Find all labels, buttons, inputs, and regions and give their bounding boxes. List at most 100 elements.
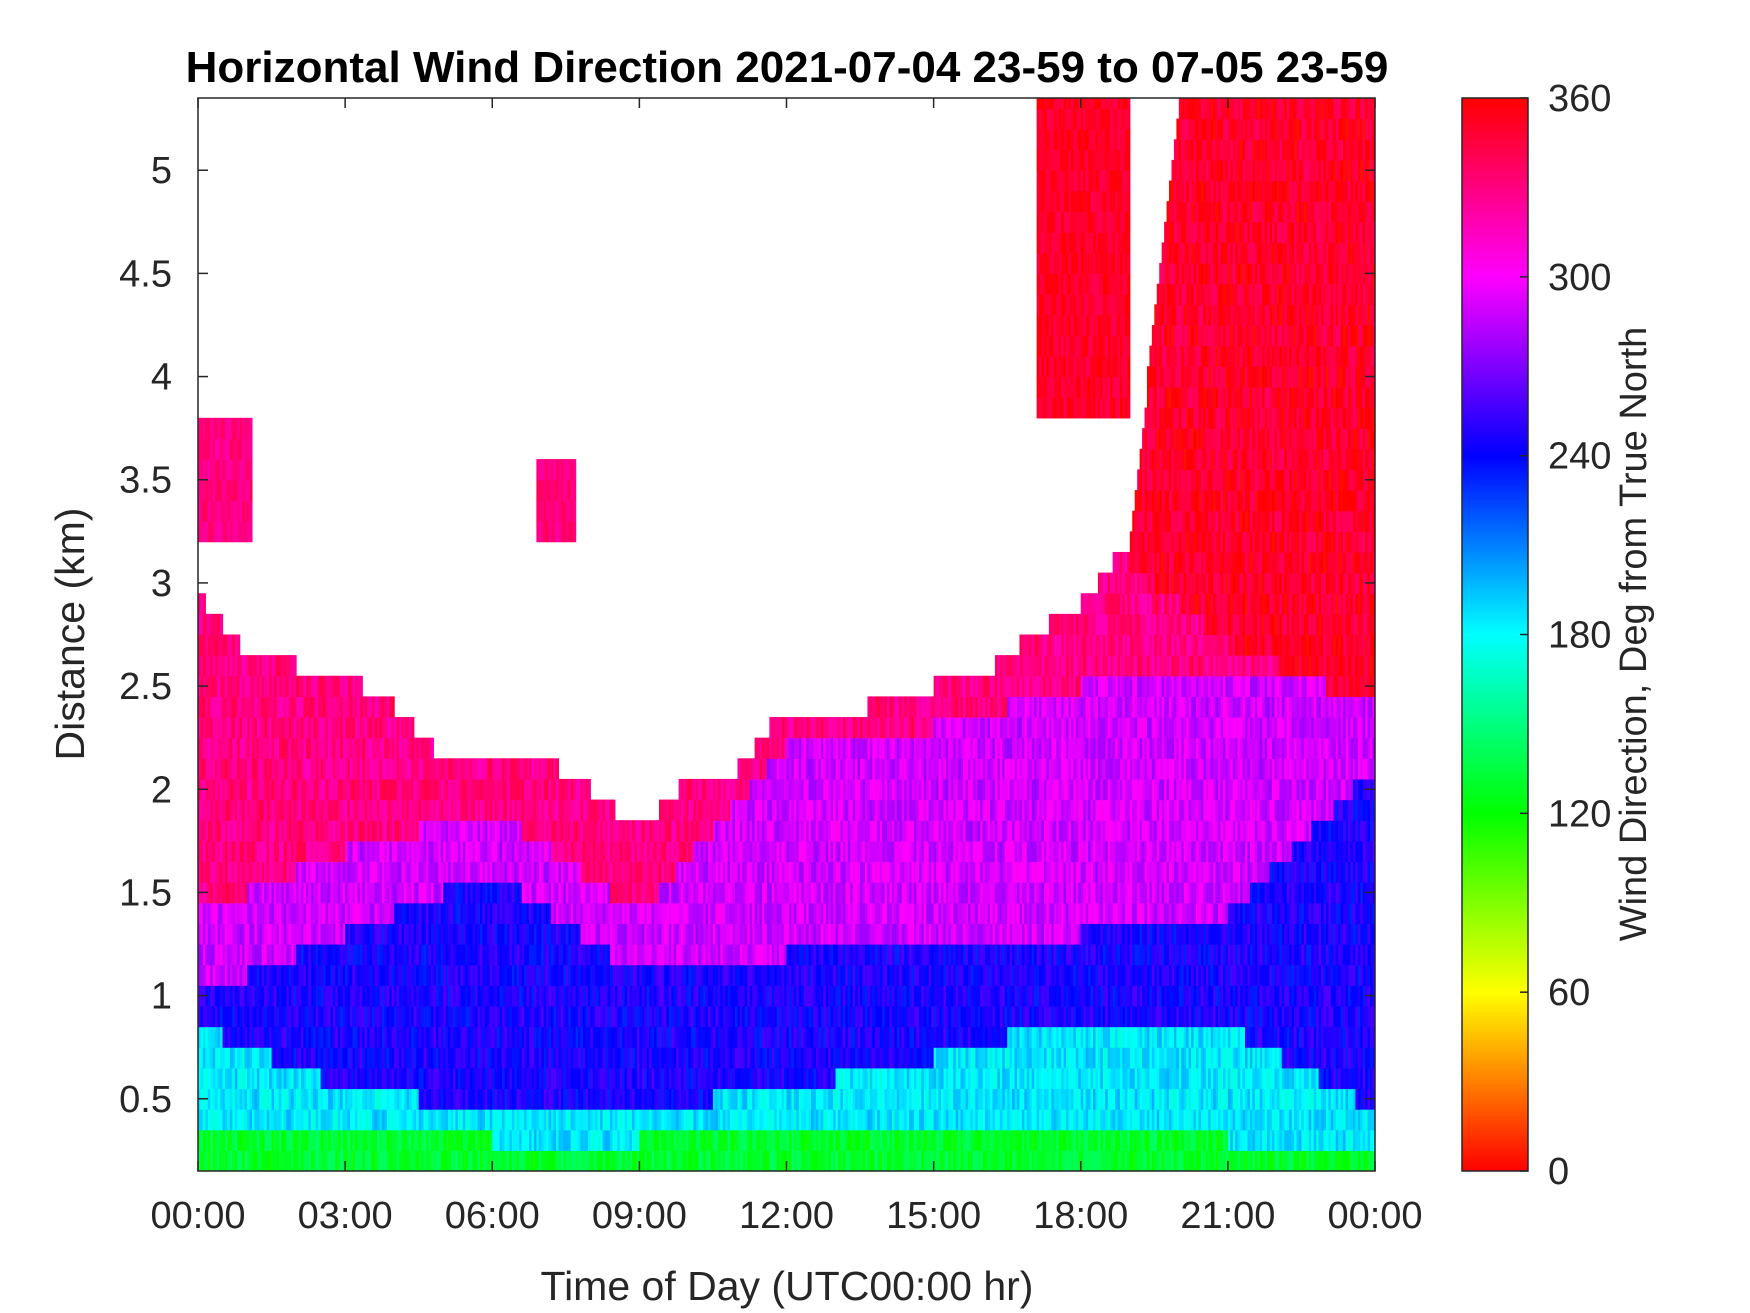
heatmap-cell bbox=[325, 1150, 329, 1171]
heatmap-cell bbox=[462, 1129, 466, 1151]
heatmap-cell bbox=[244, 758, 248, 780]
heatmap-cell bbox=[494, 1026, 498, 1048]
heatmap-cell bbox=[359, 737, 363, 759]
heatmap-cell bbox=[516, 985, 520, 1007]
heatmap-cell bbox=[421, 985, 425, 1007]
heatmap-cell bbox=[421, 1067, 425, 1090]
heatmap-cell bbox=[332, 964, 336, 986]
heatmap-cell bbox=[220, 882, 224, 904]
heatmap-cell bbox=[369, 861, 373, 883]
heatmap-cell bbox=[340, 820, 344, 842]
heatmap-cell bbox=[570, 861, 574, 883]
heatmap-cell bbox=[399, 820, 403, 842]
heatmap-cell bbox=[222, 882, 226, 904]
heatmap-cell bbox=[394, 964, 398, 986]
heatmap-cell bbox=[531, 923, 535, 945]
heatmap-cell bbox=[546, 1026, 550, 1048]
heatmap-cell bbox=[563, 1026, 567, 1048]
heatmap-cell bbox=[237, 675, 241, 697]
heatmap-cell bbox=[580, 923, 584, 945]
heatmap-cell bbox=[247, 1088, 251, 1110]
heatmap-cell bbox=[435, 1067, 439, 1090]
heatmap-cell bbox=[224, 758, 229, 780]
heatmap-cell bbox=[575, 1109, 579, 1131]
heatmap-cell bbox=[239, 655, 243, 677]
heatmap-cell bbox=[340, 985, 344, 1007]
heatmap-cell bbox=[224, 820, 229, 842]
heatmap-cell bbox=[237, 923, 241, 945]
heatmap-cell bbox=[453, 1067, 457, 1090]
heatmap-cell bbox=[362, 717, 366, 739]
heatmap-cell bbox=[543, 964, 547, 986]
heatmap-cell bbox=[531, 799, 535, 821]
heatmap-cell bbox=[477, 1088, 481, 1110]
heatmap-cell bbox=[504, 1005, 508, 1028]
heatmap-cell bbox=[568, 985, 572, 1007]
heatmap-cell bbox=[350, 1026, 354, 1048]
heatmap-cell bbox=[401, 944, 405, 966]
heatmap-cell bbox=[580, 1109, 584, 1131]
heatmap-cell bbox=[453, 1109, 457, 1131]
heatmap-cell bbox=[531, 882, 535, 904]
heatmap-cell bbox=[455, 758, 459, 780]
heatmap-cell bbox=[396, 758, 400, 780]
heatmap-cell bbox=[247, 717, 251, 739]
heatmap-cell bbox=[315, 840, 319, 863]
heatmap-cell bbox=[467, 882, 471, 904]
heatmap-cell bbox=[286, 820, 290, 842]
heatmap-cell bbox=[281, 964, 285, 986]
heatmap-cell bbox=[217, 655, 221, 677]
heatmap-cell bbox=[251, 964, 255, 986]
heatmap-cell bbox=[298, 717, 302, 739]
heatmap-cell bbox=[350, 985, 354, 1007]
heatmap-cell bbox=[369, 799, 373, 821]
heatmap-cell bbox=[377, 902, 381, 924]
heatmap-cell bbox=[249, 985, 253, 1007]
heatmap-cell bbox=[482, 1129, 486, 1151]
heatmap-cell bbox=[234, 1129, 238, 1151]
heatmap-cell bbox=[222, 820, 226, 842]
heatmap-cell bbox=[303, 1067, 307, 1090]
heatmap-cell bbox=[497, 1005, 501, 1028]
heatmap-cell bbox=[350, 923, 354, 945]
heatmap-cell bbox=[519, 778, 523, 801]
heatmap-cell bbox=[401, 1150, 405, 1171]
heatmap-cell bbox=[259, 923, 263, 945]
heatmap-cell bbox=[318, 758, 322, 780]
heatmap-cell bbox=[251, 882, 255, 904]
heatmap-cell bbox=[332, 696, 336, 718]
heatmap-cell bbox=[256, 778, 260, 801]
heatmap-cell bbox=[313, 1026, 317, 1048]
heatmap-cell bbox=[453, 1150, 457, 1171]
heatmap-cell bbox=[487, 840, 491, 863]
heatmap-cell bbox=[232, 882, 236, 904]
heatmap-cell bbox=[352, 1109, 356, 1131]
heatmap-cell bbox=[335, 861, 339, 883]
heatmap-cell bbox=[274, 1150, 278, 1171]
heatmap-cell bbox=[475, 758, 479, 780]
heatmap-cell bbox=[416, 923, 420, 945]
heatmap-cell bbox=[310, 1129, 314, 1151]
heatmap-cell bbox=[259, 902, 263, 924]
heatmap-cell bbox=[217, 902, 221, 924]
heatmap-cell bbox=[293, 799, 297, 821]
heatmap-cell bbox=[340, 1129, 344, 1151]
heatmap-cell bbox=[533, 799, 537, 821]
heatmap-cell bbox=[430, 985, 434, 1007]
heatmap-cell bbox=[205, 737, 209, 759]
heatmap-cell bbox=[254, 1109, 258, 1131]
heatmap-cell bbox=[563, 1129, 567, 1151]
heatmap-cell bbox=[531, 964, 535, 986]
heatmap-cell bbox=[251, 944, 255, 966]
heatmap-cell bbox=[568, 820, 572, 842]
heatmap-cell bbox=[274, 1109, 278, 1131]
heatmap-cell bbox=[359, 1088, 363, 1110]
heatmap-cell bbox=[521, 840, 525, 863]
heatmap-cell bbox=[551, 944, 555, 966]
heatmap-cell bbox=[305, 717, 309, 739]
heatmap-cell bbox=[288, 799, 292, 821]
heatmap-cell bbox=[455, 964, 459, 986]
heatmap-cell bbox=[418, 778, 422, 801]
heatmap-cell bbox=[443, 799, 447, 821]
heatmap-cell bbox=[347, 737, 351, 759]
